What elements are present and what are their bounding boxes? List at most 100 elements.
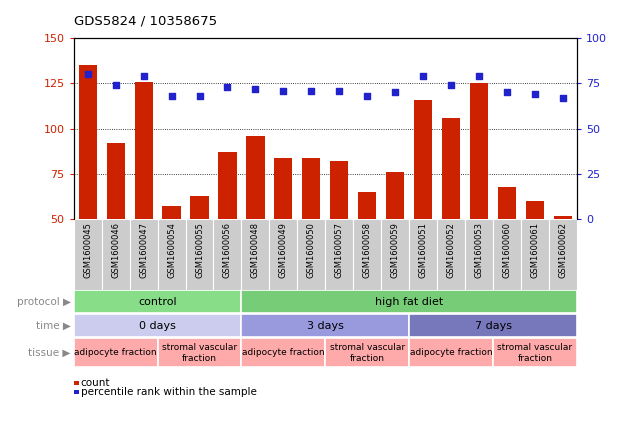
Bar (242, 338, 325, 368)
Bar (213, 219, 242, 290)
Bar (470, 83, 488, 310)
Text: GSM1600055: GSM1600055 (195, 222, 204, 278)
Text: GSM1600052: GSM1600052 (447, 222, 456, 278)
Bar (135, 82, 153, 310)
Bar (381, 219, 409, 290)
Text: GSM1600053: GSM1600053 (474, 222, 483, 278)
Bar (102, 219, 129, 290)
Point (558, 94, 568, 101)
Text: GSM1600045: GSM1600045 (83, 222, 92, 278)
Point (446, 82, 456, 88)
Bar (269, 219, 297, 290)
Point (362, 93, 372, 99)
Point (194, 93, 204, 99)
Text: 3 days: 3 days (307, 321, 344, 331)
Text: GSM1600061: GSM1600061 (531, 222, 540, 278)
Point (222, 84, 233, 91)
Text: GSM1600050: GSM1600050 (307, 222, 316, 278)
Text: stromal vascular
fraction: stromal vascular fraction (162, 343, 237, 363)
Text: time ▶: time ▶ (36, 321, 71, 331)
Text: protocol ▶: protocol ▶ (17, 297, 71, 307)
Text: GSM1600046: GSM1600046 (111, 222, 120, 278)
Bar (521, 219, 549, 290)
Point (502, 89, 512, 96)
Bar (330, 161, 348, 310)
Bar (274, 158, 292, 310)
Bar (79, 65, 97, 310)
Bar (190, 195, 208, 310)
Text: GSM1600060: GSM1600060 (503, 222, 512, 278)
Bar (74, 219, 102, 290)
Text: GSM1600059: GSM1600059 (391, 222, 400, 278)
Bar (409, 338, 493, 368)
Point (138, 73, 149, 80)
Point (110, 82, 121, 88)
Bar (358, 192, 376, 310)
Bar (303, 158, 320, 310)
Bar (162, 206, 181, 310)
Bar (74, 338, 158, 368)
Bar (74, 290, 242, 313)
Bar (242, 219, 269, 290)
Point (390, 89, 401, 96)
Bar (185, 219, 213, 290)
Text: GSM1600047: GSM1600047 (139, 222, 148, 278)
Text: adipocyte fraction: adipocyte fraction (410, 349, 492, 357)
Bar (129, 219, 158, 290)
Bar (437, 219, 465, 290)
Bar (493, 219, 521, 290)
Bar (442, 118, 460, 310)
Bar (106, 143, 125, 310)
Point (167, 93, 177, 99)
Text: stromal vascular
fraction: stromal vascular fraction (329, 343, 405, 363)
Point (530, 91, 540, 98)
Bar (246, 136, 265, 310)
Bar (526, 201, 544, 310)
Text: tissue ▶: tissue ▶ (28, 348, 71, 358)
Text: stromal vascular
fraction: stromal vascular fraction (497, 343, 572, 363)
Text: GSM1600057: GSM1600057 (335, 222, 344, 278)
Text: control: control (138, 297, 177, 307)
Text: adipocyte fraction: adipocyte fraction (242, 349, 325, 357)
Text: GSM1600048: GSM1600048 (251, 222, 260, 278)
Text: 0 days: 0 days (139, 321, 176, 331)
Point (250, 85, 260, 92)
Bar (74, 314, 242, 338)
Bar (554, 215, 572, 310)
Text: high fat diet: high fat diet (375, 297, 444, 307)
Bar (242, 290, 577, 313)
Bar (493, 338, 577, 368)
Point (334, 87, 344, 94)
Text: GSM1600062: GSM1600062 (558, 222, 567, 278)
Point (474, 73, 484, 80)
Bar (386, 172, 404, 310)
Text: percentile rank within the sample: percentile rank within the sample (81, 387, 256, 396)
Bar (353, 219, 381, 290)
Bar (498, 187, 516, 310)
Bar (297, 219, 325, 290)
Point (83, 71, 93, 78)
Bar (414, 100, 432, 310)
Text: GSM1600058: GSM1600058 (363, 222, 372, 278)
Bar (465, 219, 493, 290)
Point (306, 87, 317, 94)
Text: GSM1600051: GSM1600051 (419, 222, 428, 278)
Bar (549, 219, 577, 290)
Point (418, 73, 428, 80)
Bar (242, 314, 409, 338)
Text: GSM1600049: GSM1600049 (279, 222, 288, 278)
Text: 7 days: 7 days (474, 321, 512, 331)
Text: adipocyte fraction: adipocyte fraction (74, 349, 157, 357)
Bar (158, 219, 185, 290)
Text: GSM1600056: GSM1600056 (223, 222, 232, 278)
Bar (325, 219, 353, 290)
Text: GSM1600054: GSM1600054 (167, 222, 176, 278)
Bar (325, 338, 409, 368)
Text: count: count (81, 378, 110, 388)
Bar (409, 219, 437, 290)
Bar (219, 152, 237, 310)
Point (278, 87, 288, 94)
Text: GDS5824 / 10358675: GDS5824 / 10358675 (74, 14, 217, 27)
Bar (158, 338, 242, 368)
Bar (409, 314, 577, 338)
